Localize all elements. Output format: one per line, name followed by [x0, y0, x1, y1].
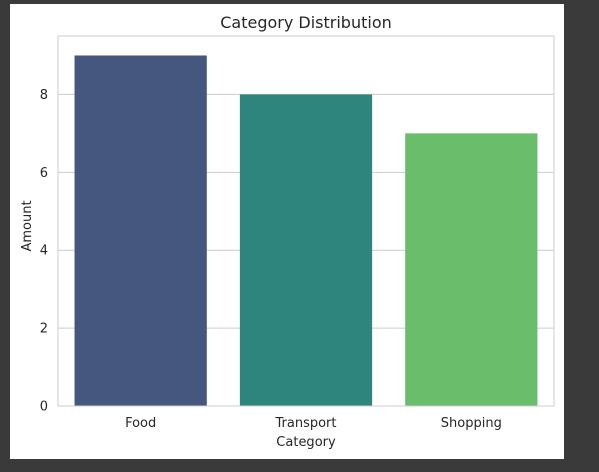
x-tick-labels: Food Transport Shopping: [125, 416, 502, 431]
x-axis-label: Category: [276, 435, 336, 450]
bar-shopping: [405, 133, 538, 407]
plot-frame: [57, 35, 555, 407]
chart-title: Category Distribution: [220, 13, 392, 32]
x-tick-label-shopping: Shopping: [441, 416, 502, 431]
y-tick-label: 0: [40, 400, 48, 415]
y-tick-label: 8: [40, 88, 48, 103]
bars: [74, 55, 538, 407]
bar-transport: [239, 94, 373, 406]
chart-figure: Category Distribution 0 2 4 6 8 Food Transpor…: [10, 4, 564, 459]
x-tick-label-food: Food: [125, 416, 156, 431]
y-tick-label: 2: [40, 322, 48, 337]
bar-chart: Category Distribution 0 2 4 6 8 Food Transpor…: [20, 13, 555, 450]
y-tick-label: 4: [40, 244, 48, 259]
y-tick-label: 6: [40, 166, 48, 181]
y-axis-label: Amount: [20, 200, 35, 251]
y-tick-labels: 0 2 4 6 8: [40, 88, 48, 415]
bar-food: [74, 55, 207, 406]
x-tick-label-transport: Transport: [274, 416, 336, 431]
